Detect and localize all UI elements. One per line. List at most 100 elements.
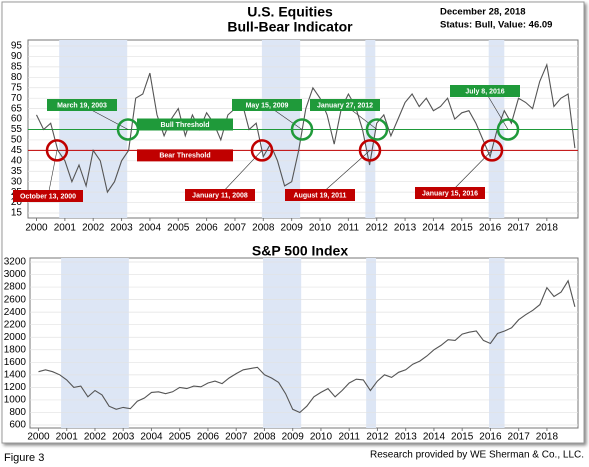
- y-tick-label: 1400: [4, 369, 27, 380]
- x-tick-label: 2010: [309, 223, 332, 234]
- y-tick-label: 85: [11, 62, 23, 73]
- x-tick-label: 2003: [112, 432, 135, 443]
- y-tick-label: 40: [11, 155, 23, 166]
- x-tick-label: 2007: [224, 223, 247, 234]
- annotation-label: January 15, 2016: [422, 190, 478, 197]
- x-tick-label: 2011: [338, 223, 360, 234]
- shaded-period: [366, 258, 377, 428]
- chart-title: S&P 500 Index: [252, 243, 348, 259]
- callout-line: [47, 150, 58, 197]
- y-tick-label: 1800: [4, 344, 27, 355]
- x-tick-label: 2017: [507, 223, 530, 234]
- x-tick-label: 2006: [197, 432, 220, 443]
- threshold-label: Bear Threshold: [159, 153, 210, 160]
- signal-circle: [496, 118, 520, 141]
- x-tick-label: 2018: [536, 432, 559, 443]
- signal-circle: [116, 118, 140, 141]
- x-tick-label: 2016: [479, 223, 502, 234]
- y-tick-label: 1000: [4, 395, 27, 406]
- y-tick-label: 800: [9, 407, 26, 418]
- x-tick-label: 2004: [139, 223, 162, 234]
- x-tick-label: 2000: [27, 432, 50, 443]
- annotation-label: October 13, 2000: [20, 193, 76, 200]
- x-tick-label: 2009: [282, 432, 305, 443]
- x-tick-label: 2010: [310, 432, 333, 443]
- x-tick-label: 2017: [508, 432, 531, 443]
- annotation-box: [415, 187, 485, 199]
- x-tick-label: 2012: [366, 223, 389, 234]
- shaded-period: [489, 258, 505, 428]
- data-line: [38, 279, 576, 414]
- threshold-label: Bull Threshold: [161, 122, 210, 129]
- x-tick-label: 2002: [84, 432, 107, 443]
- date-text: December 28, 2018: [440, 7, 526, 18]
- y-tick-label: 20: [11, 197, 23, 208]
- x-tick-label: 2009: [281, 223, 304, 234]
- x-tick-label: 2012: [366, 432, 389, 443]
- y-tick-label: 2600: [4, 294, 27, 305]
- callout-line: [484, 90, 509, 130]
- y-tick-label: 1200: [4, 382, 27, 393]
- annotation-label: March 19, 2003: [57, 102, 107, 109]
- threshold-box: [137, 149, 233, 162]
- y-tick-label: 600: [9, 420, 26, 431]
- x-tick-label: 2013: [394, 223, 417, 234]
- signal-circle: [250, 139, 274, 162]
- signal-circle: [45, 139, 69, 162]
- x-tick-label: 2005: [167, 223, 190, 234]
- y-tick-label: 3200: [4, 257, 27, 268]
- annotation-box: [285, 189, 355, 201]
- annotation-label: August 19, 2011: [294, 192, 347, 199]
- y-tick-label: 80: [11, 72, 23, 83]
- x-tick-label: 2003: [110, 223, 133, 234]
- y-tick-label: 50: [11, 135, 23, 146]
- x-tick-label: 2001: [56, 432, 79, 443]
- y-tick-label: 35: [11, 166, 23, 177]
- annotation-label: May 15, 2009: [246, 102, 289, 109]
- y-tick-label: 2000: [4, 332, 27, 343]
- y-tick-label: 75: [11, 82, 23, 93]
- y-tick-label: 15: [11, 208, 23, 219]
- y-tick-label: 70: [11, 93, 23, 104]
- x-tick-label: 2011: [338, 432, 360, 443]
- annotation-box: [450, 85, 520, 97]
- credit: Research provided by WE Sherman & Co., L…: [370, 450, 584, 461]
- y-tick-label: 90: [11, 51, 23, 62]
- y-tick-label: 2200: [4, 319, 27, 330]
- annotation-box: [185, 189, 255, 201]
- x-tick-label: 2006: [195, 223, 218, 234]
- x-tick-label: 2002: [82, 223, 105, 234]
- chart-subtitle: Bull-Bear Indicator: [227, 19, 353, 35]
- y-tick-label: 2400: [4, 307, 27, 318]
- annotation-box: [310, 99, 380, 111]
- y-tick-label: 95: [11, 41, 23, 52]
- y-tick-label: 65: [11, 103, 23, 114]
- annotation-label: July 8, 2016: [465, 88, 504, 95]
- shaded-period: [263, 258, 302, 428]
- x-tick-label: 2014: [422, 223, 445, 234]
- annotation-label: January 27, 2012: [317, 102, 373, 109]
- x-tick-label: 2018: [536, 223, 559, 234]
- x-tick-label: 2007: [225, 432, 248, 443]
- annotation-box: [232, 99, 302, 111]
- status-text: Status: Bull, Value: 46.09: [440, 20, 552, 31]
- signal-circle: [365, 118, 389, 141]
- y-tick-label: 30: [11, 176, 23, 187]
- x-tick-label: 2015: [451, 223, 474, 234]
- signal-circle: [358, 139, 382, 162]
- x-tick-label: 2001: [54, 223, 77, 234]
- x-tick-label: 2004: [140, 432, 163, 443]
- x-tick-label: 2015: [451, 432, 474, 443]
- x-tick-label: 2005: [169, 432, 192, 443]
- figure-label: Figure 3: [4, 452, 44, 464]
- annotation-box: [47, 99, 117, 111]
- chart-title: U.S. Equities: [247, 4, 333, 20]
- x-tick-label: 2014: [423, 432, 446, 443]
- y-tick-label: 45: [11, 145, 23, 156]
- shaded-period: [61, 258, 129, 428]
- x-tick-label: 2016: [479, 432, 502, 443]
- y-tick-label: 60: [11, 114, 23, 125]
- annotation-box: [13, 190, 83, 202]
- x-tick-label: 2008: [252, 223, 275, 234]
